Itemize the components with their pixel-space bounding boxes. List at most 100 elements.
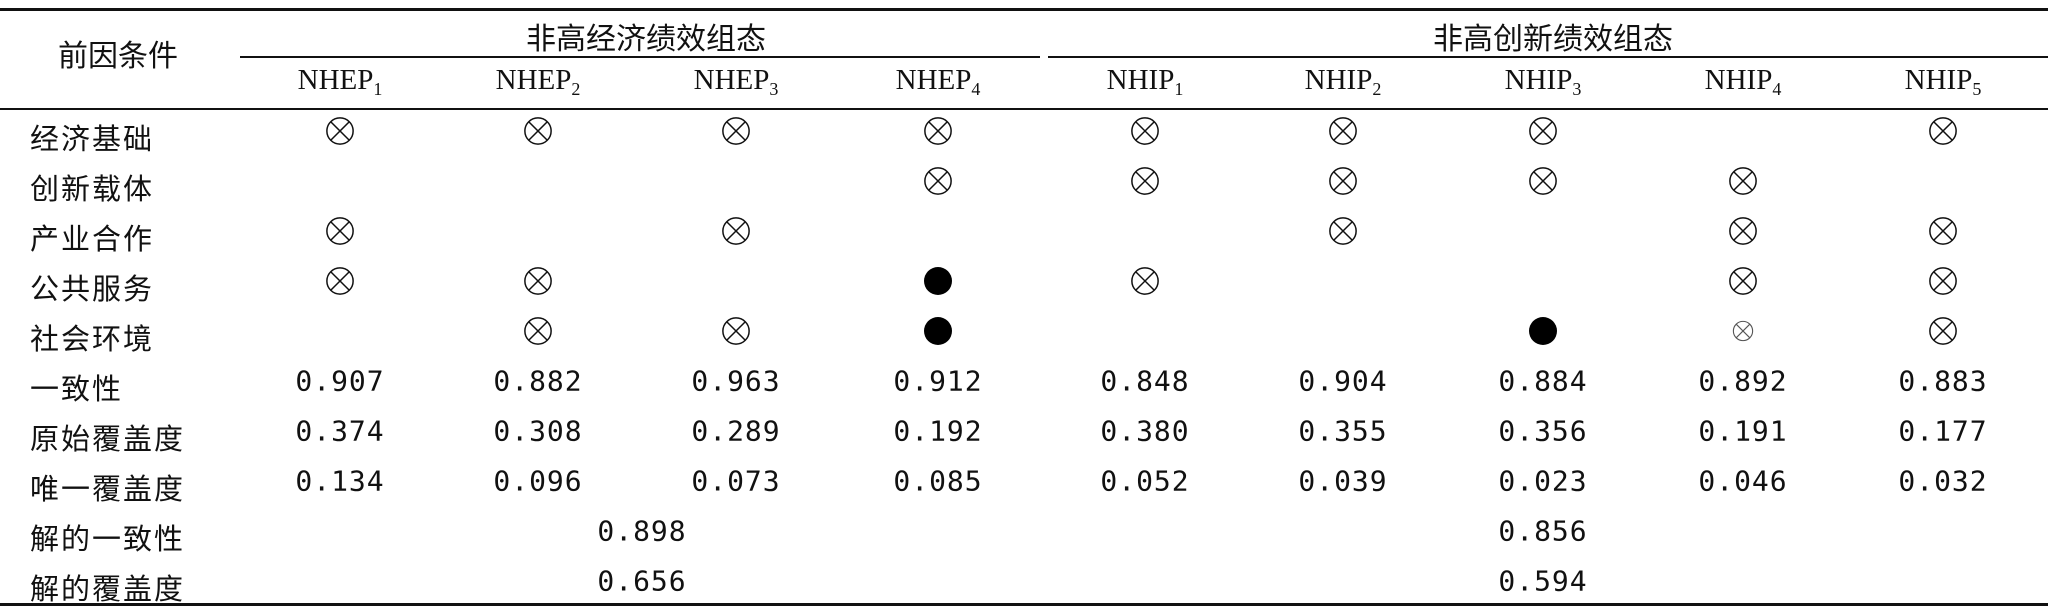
row-label: 原始覆盖度 [30,422,186,456]
column-header-base: NHEP [297,64,374,96]
group-rule-economic [240,56,1040,58]
metric-value: 0.356 [1498,414,1588,448]
column-header-base: NHEP [693,64,770,96]
absence-icon [1729,267,1757,295]
absence-icon [524,317,552,345]
absence-icon [1329,117,1357,145]
metric-value: 0.192 [893,414,983,448]
column-header-subscript: 2 [1372,79,1382,99]
absence-icon [722,117,750,145]
row-label: 产业合作 [30,222,155,256]
absence-icon [524,117,552,145]
metric-value: 0.032 [1898,464,1988,498]
column-header-base: NHIP [1304,64,1373,96]
row-label: 社会环境 [30,322,155,356]
absence-icon [1929,117,1957,145]
column-header: NHIP2 [1305,64,1382,100]
column-header-subscript: 5 [1972,79,1982,99]
absence-icon [1729,217,1757,245]
column-header-base: NHEP [495,64,572,96]
column-header-base: NHIP [1106,64,1175,96]
condition-cell [1732,320,1754,342]
top-rule [0,8,2048,11]
metric-value: 0.355 [1298,414,1388,448]
absence-icon [326,117,354,145]
presence-dot-icon [1529,317,1557,345]
condition-cell [923,166,953,196]
column-header: NHEP1 [298,64,383,100]
condition-cell [1928,216,1958,246]
condition-cell [721,116,751,146]
column-header-base: NHIP [1904,64,1973,96]
condition-cell [1728,216,1758,246]
absence-icon [524,267,552,295]
absence-icon [924,117,952,145]
metric-value: 0.904 [1298,364,1388,398]
condition-cell [923,116,953,146]
metric-value: 0.052 [1100,464,1190,498]
column-header: NHEP3 [694,64,779,100]
absence-icon [1131,267,1159,295]
metric-value: 0.023 [1498,464,1588,498]
metric-value: 0.308 [493,414,583,448]
row-label: 公共服务 [30,272,155,306]
solution-value: 0.594 [1498,564,1588,598]
column-header-subscript: 2 [571,79,581,99]
condition-cell [1928,116,1958,146]
presence-dot-icon [924,317,952,345]
condition-cell [1728,166,1758,196]
absence-icon [1329,217,1357,245]
column-header-base: NHEP [895,64,972,96]
condition-cell [1529,317,1557,345]
column-header-base: NHIP [1704,64,1773,96]
row-label: 解的一致性 [30,522,186,556]
metric-value: 0.289 [691,414,781,448]
row-label: 经济基础 [30,122,155,156]
condition-cell [1528,116,1558,146]
metric-value: 0.191 [1698,414,1788,448]
absence-icon [1732,320,1754,342]
solution-value: 0.856 [1498,514,1588,548]
condition-cell [721,316,751,346]
column-header: NHIP1 [1107,64,1184,100]
metric-value: 0.134 [295,464,385,498]
metric-value: 0.380 [1100,414,1190,448]
corner-label: 前因条件 [58,39,178,74]
condition-cell [1928,266,1958,296]
absence-icon [1131,167,1159,195]
condition-cell [721,216,751,246]
metric-value: 0.884 [1498,364,1588,398]
presence-dot-icon [924,267,952,295]
metric-value: 0.912 [893,364,983,398]
metric-value: 0.892 [1698,364,1788,398]
condition-cell [1528,166,1558,196]
metric-value: 0.883 [1898,364,1988,398]
column-header-subscript: 4 [971,79,981,99]
absence-icon [1929,217,1957,245]
condition-cell [1928,316,1958,346]
column-header-base: NHIP [1504,64,1573,96]
condition-cell [1328,116,1358,146]
group-header: 非高经济绩效组态 [526,22,766,57]
condition-cell [325,266,355,296]
condition-cell [924,317,952,345]
condition-cell [1328,216,1358,246]
absence-icon [1729,167,1757,195]
column-header: NHIP5 [1905,64,1982,100]
column-header: NHEP4 [896,64,981,100]
metric-value: 0.882 [493,364,583,398]
group-rule-innovation [1048,56,2048,58]
row-label: 创新载体 [30,172,155,206]
condition-cell [924,267,952,295]
absence-icon [1929,317,1957,345]
column-header: NHIP3 [1505,64,1582,100]
absence-icon [1529,117,1557,145]
condition-cell [1728,266,1758,296]
metric-value: 0.963 [691,364,781,398]
condition-cell [1130,166,1160,196]
metric-value: 0.848 [1100,364,1190,398]
condition-cell [523,316,553,346]
absence-icon [1131,117,1159,145]
group-header: 非高创新绩效组态 [1433,22,1673,57]
header-rule [0,108,2048,110]
